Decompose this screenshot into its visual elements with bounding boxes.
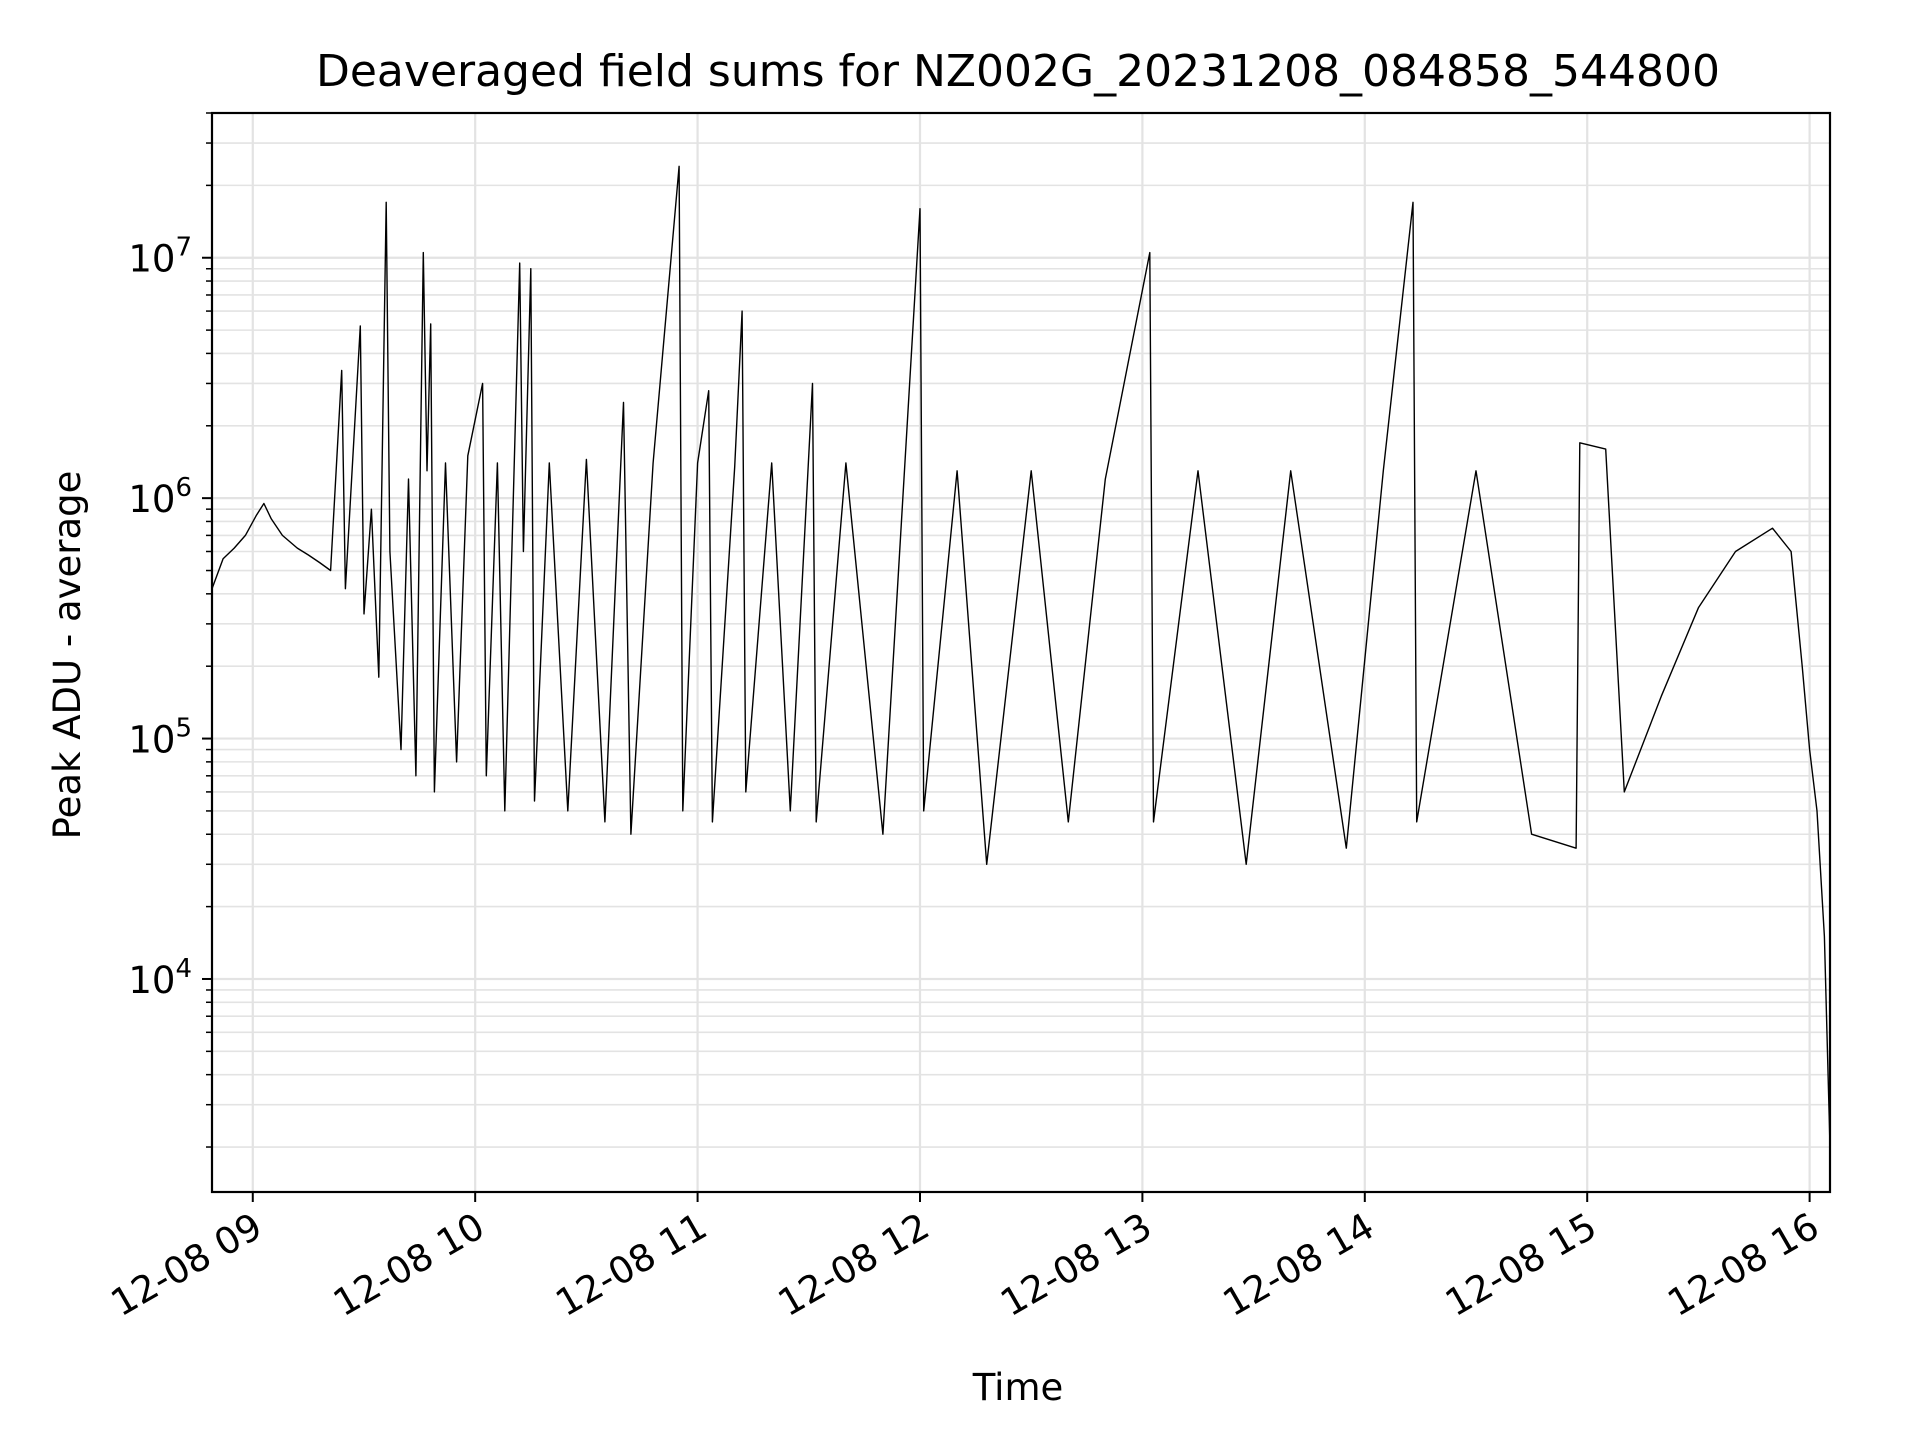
y-tick-label: 107 xyxy=(128,233,192,281)
series-layer xyxy=(211,165,1831,1148)
y-tick-label: 105 xyxy=(128,714,192,762)
y-tick-label: 104 xyxy=(128,954,192,1002)
y-axis-label: Peak ADU - average xyxy=(46,471,89,840)
chart-title: Deaveraged field sums for NZ002G_2023120… xyxy=(316,46,1720,97)
y-tick-label: 106 xyxy=(128,473,192,521)
x-axis-label: Time xyxy=(972,1366,1064,1409)
plot-frame xyxy=(210,111,1832,1194)
series-line xyxy=(211,165,1831,1148)
